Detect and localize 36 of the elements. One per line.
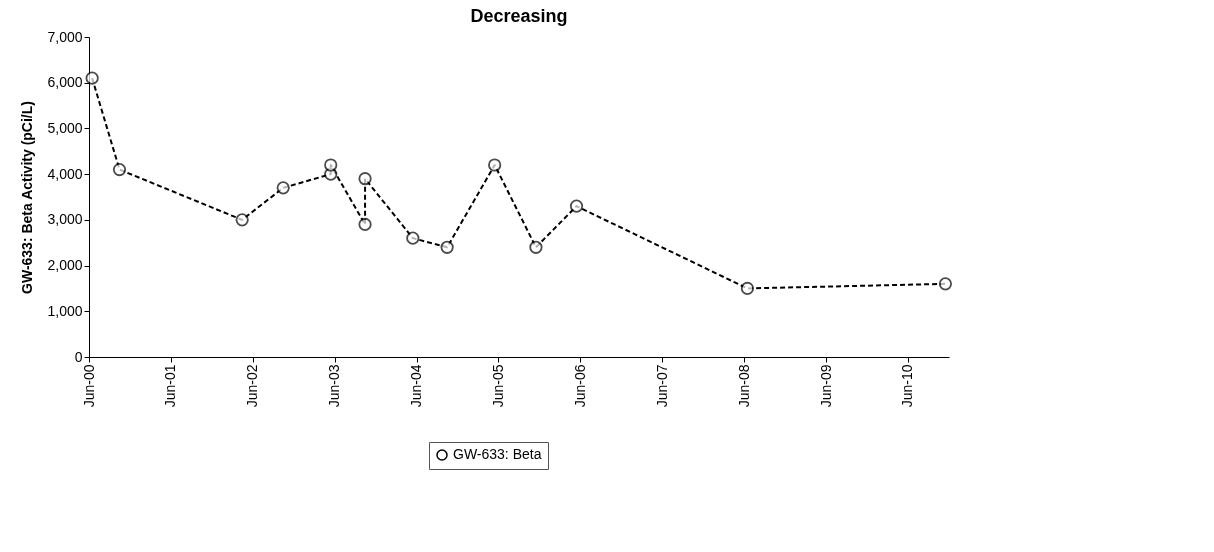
x-tick-label: Jun-05 — [489, 364, 506, 408]
x-tick-label: Jun-06 — [571, 364, 588, 408]
y-tick-label: 6,000 — [47, 74, 83, 91]
point — [85, 71, 99, 85]
x-tick-label: Jun-02 — [244, 364, 261, 408]
point — [569, 199, 584, 213]
y-tick-label: 7,000 — [47, 28, 83, 45]
y-tick-label: 0 — [74, 348, 83, 365]
chart-title: Decreasing — [470, 6, 568, 26]
y-tick-label: 4,000 — [47, 165, 83, 182]
point — [324, 158, 338, 172]
point — [488, 158, 502, 172]
point — [276, 181, 290, 195]
legend-label: GW-633: Beta — [453, 446, 542, 462]
point — [112, 162, 127, 177]
x-tick-label: Jun-03 — [326, 364, 343, 408]
x-tick-label: Jun-07 — [653, 364, 670, 408]
point — [529, 240, 543, 254]
point — [235, 213, 249, 227]
y-axis-title: GW-633: Beta Activity (pCi/L) — [19, 101, 36, 294]
y-tick-label: 1,000 — [47, 302, 83, 319]
point — [938, 277, 953, 291]
point — [406, 231, 420, 245]
x-tick-label: Jun-01 — [162, 364, 179, 408]
y-tick-label: 2,000 — [47, 257, 83, 274]
y-tick-label: 3,000 — [47, 211, 83, 228]
x-tick-label: Jun-09 — [817, 364, 834, 408]
point — [740, 281, 754, 296]
point — [358, 172, 372, 186]
x-tick-label: Jun-00 — [80, 364, 97, 408]
point — [358, 217, 372, 232]
y-tick-label: 5,000 — [47, 119, 83, 136]
x-tick-label: Jun-08 — [735, 364, 752, 408]
x-tick-label: Jun-04 — [408, 364, 425, 408]
point — [440, 240, 454, 254]
x-tick-label: Jun-10 — [899, 364, 916, 408]
